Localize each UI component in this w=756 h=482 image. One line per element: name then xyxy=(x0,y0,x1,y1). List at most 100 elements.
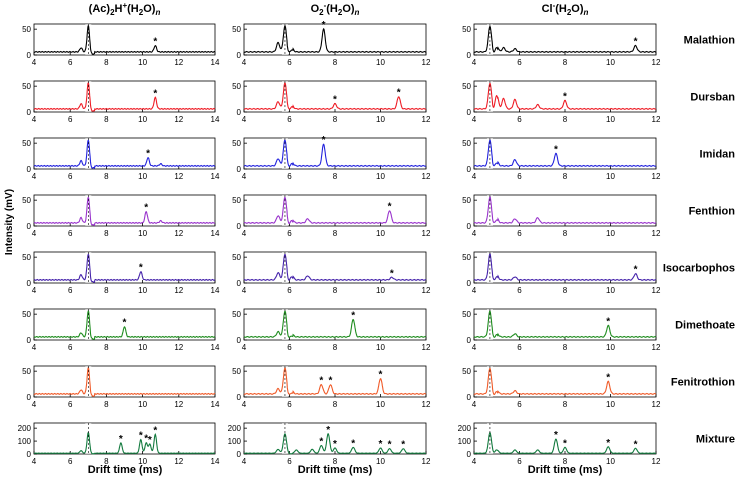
x-tick-label: 12 xyxy=(652,457,661,466)
panel-frame xyxy=(243,137,427,170)
y-tick-label: 50 xyxy=(22,367,31,376)
y-tick-label: 50 xyxy=(22,25,31,34)
y-tick-label: 0 xyxy=(237,393,242,402)
panel-isocarbophos: 0 50 4 6 8 10 12 * xyxy=(232,251,431,295)
y-tick-label: 0 xyxy=(467,165,472,174)
x-tick-label: 6 xyxy=(517,172,522,181)
x-tick-label: 8 xyxy=(104,286,109,295)
peak-marker: * xyxy=(144,434,148,445)
x-tick-label: 6 xyxy=(287,58,292,67)
x-tick-label: 8 xyxy=(563,400,568,409)
y-tick-label: 0 xyxy=(467,336,472,345)
x-axis-label-col-2: Drift time (ms) xyxy=(298,464,373,476)
panel-fenthion: 0 50 4 6 8 10 12 14 * xyxy=(22,194,220,238)
x-tick-label: 12 xyxy=(652,115,661,124)
column-title-part: Cl xyxy=(542,3,553,15)
y-tick-label: 50 xyxy=(232,310,241,319)
column-title-part: O xyxy=(311,3,320,15)
panel-fenthion: 0 50 4 6 8 10 12 Fenthion xyxy=(462,194,735,238)
panel-malathion: 0 50 4 6 8 10 12 14 * xyxy=(22,23,220,67)
x-tick-label: 12 xyxy=(422,400,431,409)
panel-frame xyxy=(243,365,427,398)
x-tick-label: 4 xyxy=(472,229,477,238)
y-tick-label: 50 xyxy=(22,196,31,205)
peak-marker: * xyxy=(322,20,326,31)
x-tick-label: 12 xyxy=(174,115,183,124)
rip-highlight xyxy=(486,81,493,112)
x-tick-label: 8 xyxy=(563,115,568,124)
x-tick-label: 6 xyxy=(287,457,292,466)
y-tick-label: 0 xyxy=(467,279,472,288)
x-tick-label: 4 xyxy=(472,343,477,352)
peak-marker: * xyxy=(606,373,610,384)
panel-frame xyxy=(473,194,657,227)
x-tick-label: 12 xyxy=(174,172,183,181)
x-tick-label: 14 xyxy=(211,400,220,409)
y-axis-label: Intensity (mV) xyxy=(4,189,15,255)
x-tick-label: 8 xyxy=(563,457,568,466)
peak-marker: * xyxy=(554,430,558,441)
x-tick-label: 4 xyxy=(472,400,477,409)
x-tick-label: 4 xyxy=(242,457,247,466)
y-tick-label: 50 xyxy=(462,196,471,205)
spectrum-line xyxy=(473,195,657,224)
panel-fenitrothion: 0 50 4 6 8 10 12 14 xyxy=(22,365,220,409)
column-title-part: (Ac) xyxy=(89,3,111,15)
panel-frame xyxy=(473,137,657,170)
x-tick-label: 4 xyxy=(472,172,477,181)
x-tick-label: 10 xyxy=(376,343,385,352)
column-title-part: 2 xyxy=(139,8,144,17)
y-tick-label: 0 xyxy=(27,51,32,60)
x-tick-label: 14 xyxy=(211,343,220,352)
x-tick-label: 6 xyxy=(287,400,292,409)
x-tick-label: 6 xyxy=(68,343,73,352)
rip-highlight xyxy=(486,24,493,55)
rip-highlight xyxy=(486,366,493,397)
y-tick-label: 0 xyxy=(467,108,472,117)
column-title-part: 2 xyxy=(567,8,572,17)
panel-fenitrothion: 0 50 4 6 8 10 12 * Fenitrothion xyxy=(462,365,735,409)
spectrum-line xyxy=(243,367,427,395)
x-tick-label: 10 xyxy=(606,286,615,295)
spectrum-line xyxy=(33,365,216,397)
y-tick-label: 100 xyxy=(18,437,32,446)
y-tick-label: 0 xyxy=(467,222,472,231)
panel-frame xyxy=(473,365,657,398)
column-title-part: - xyxy=(553,1,556,10)
x-tick-label: 4 xyxy=(32,172,37,181)
x-tick-label: 12 xyxy=(652,172,661,181)
rip-highlight xyxy=(281,195,288,226)
rip-highlight xyxy=(85,309,92,340)
y-tick-label: 0 xyxy=(467,51,472,60)
y-tick-label: 0 xyxy=(237,336,242,345)
peak-marker: * xyxy=(634,439,638,450)
x-tick-label: 8 xyxy=(563,58,568,67)
spectrum-line xyxy=(243,253,426,281)
peak-marker: * xyxy=(379,439,383,450)
y-tick-label: 200 xyxy=(228,424,242,433)
compound-label: Dimethoate xyxy=(675,320,735,332)
x-tick-label: 8 xyxy=(333,115,338,124)
x-tick-label: 10 xyxy=(138,229,147,238)
column-title-part: n xyxy=(584,8,589,17)
y-tick-label: 50 xyxy=(232,139,241,148)
x-tick-label: 14 xyxy=(211,457,220,466)
peak-marker: * xyxy=(153,37,157,48)
x-tick-label: 6 xyxy=(517,400,522,409)
x-tick-label: 10 xyxy=(376,286,385,295)
y-tick-label: 200 xyxy=(18,424,32,433)
x-tick-label: 4 xyxy=(242,400,247,409)
rip-highlight xyxy=(85,81,92,112)
x-tick-label: 6 xyxy=(287,343,292,352)
x-tick-label: 12 xyxy=(174,457,183,466)
y-tick-label: 50 xyxy=(22,310,31,319)
panel-dimethoate: 0 50 4 6 8 10 12 14 * xyxy=(22,308,220,352)
spectrum-line xyxy=(243,196,427,225)
peak-marker: * xyxy=(606,438,610,449)
rip-highlight xyxy=(486,252,493,283)
column-title: Cl-(H2O)n xyxy=(542,1,589,17)
panel-isocarbophos: 0 50 4 6 8 10 12 14 * xyxy=(22,251,220,295)
x-tick-label: 4 xyxy=(32,229,37,238)
